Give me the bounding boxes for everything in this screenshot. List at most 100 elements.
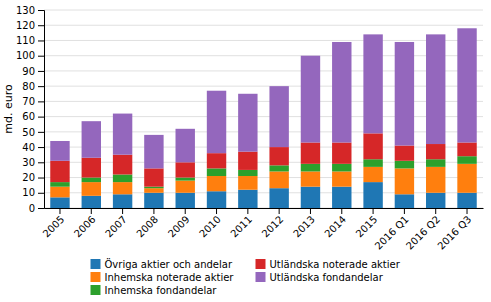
grid-line [44, 162, 483, 163]
bar [82, 196, 101, 208]
tick-mark [279, 208, 280, 214]
tick-mark [38, 56, 44, 57]
tick: 2007 [103, 208, 129, 239]
bar [426, 193, 445, 208]
tick-mark [38, 162, 44, 163]
bar [269, 171, 288, 188]
bar [457, 164, 476, 193]
legend-swatch [91, 285, 101, 295]
tick: 2012 [260, 208, 286, 239]
bar [144, 135, 163, 169]
tick-label: 40 [22, 142, 35, 153]
bar [457, 156, 476, 164]
bar [426, 159, 445, 167]
bar [50, 187, 69, 198]
tick: 2016 Q3 [435, 208, 473, 252]
tick-mark [435, 208, 436, 214]
tick: 2014 [322, 208, 348, 239]
tick-mark [153, 208, 154, 214]
bar [50, 182, 69, 187]
bar [207, 168, 226, 176]
tick-mark [467, 208, 468, 214]
tick-mark [185, 208, 186, 214]
tick-label: 2010 [197, 214, 223, 240]
tick: 80 [22, 81, 44, 92]
tick-label: 2013 [291, 214, 317, 240]
tick: 70 [22, 96, 44, 107]
tick-mark [38, 208, 44, 209]
bar [238, 170, 257, 176]
tick: 2008 [134, 208, 160, 239]
bar [426, 34, 445, 144]
tick: 2005 [41, 208, 67, 239]
tick-label: 70 [22, 96, 35, 107]
tick-mark [122, 208, 123, 214]
legend-item: Inhemska noterade aktier [91, 272, 235, 283]
tick: 10 [22, 187, 44, 198]
bar [144, 193, 163, 208]
bar [113, 174, 132, 182]
tick-mark [38, 101, 44, 102]
legend-item: Utländska fondandelar [256, 272, 384, 283]
tick-mark [310, 208, 311, 214]
tick-label: 100 [16, 50, 35, 61]
legend-label: Utländska noterade aktier [270, 259, 401, 270]
tick: 2011 [228, 208, 254, 239]
tick-mark [38, 193, 44, 194]
tick: 2010 [197, 208, 223, 239]
tick-label: 2011 [228, 214, 254, 240]
bar [395, 42, 414, 146]
bar [301, 171, 320, 186]
tick-mark [38, 40, 44, 41]
tick-label: 2012 [260, 214, 286, 240]
y-axis-title: md. euro [2, 84, 15, 134]
bar [113, 182, 132, 194]
tick-label: 110 [16, 35, 35, 46]
bar [269, 147, 288, 165]
bar [332, 42, 351, 143]
bar [363, 159, 382, 167]
bar [269, 86, 288, 147]
bar [50, 141, 69, 161]
bar [395, 194, 414, 208]
bar [301, 164, 320, 172]
bars [50, 28, 476, 208]
grid-line [44, 147, 483, 148]
tick-mark [59, 208, 60, 214]
bar [301, 143, 320, 164]
bar [82, 178, 101, 183]
bar [457, 193, 476, 208]
bar [332, 171, 351, 186]
bar [207, 176, 226, 191]
tick: 130 [16, 5, 44, 16]
tick-mark [404, 208, 405, 214]
bar [176, 162, 195, 177]
grid-line [44, 86, 483, 87]
bar [332, 187, 351, 208]
bar [363, 34, 382, 133]
bar [395, 168, 414, 194]
grid-line [44, 177, 483, 178]
grid-line [44, 10, 483, 11]
tick: 2015 [354, 208, 380, 239]
bar [395, 146, 414, 161]
tick-mark [38, 71, 44, 72]
grid-line [44, 192, 483, 193]
tick-label: 2014 [322, 214, 348, 240]
tick-label: 80 [22, 81, 35, 92]
tick-mark [38, 117, 44, 118]
tick: 2009 [166, 208, 192, 239]
tick: 40 [22, 142, 44, 153]
tick: 0 [29, 203, 44, 214]
bar [238, 190, 257, 208]
bar [301, 187, 320, 208]
bar [144, 187, 163, 189]
axis-domain [38, 11, 45, 209]
tick: 20 [22, 172, 44, 183]
bar [176, 178, 195, 181]
bar [207, 191, 226, 208]
tick-mark [38, 178, 44, 179]
bar [238, 94, 257, 152]
tick-label: 2007 [103, 214, 129, 240]
legend-swatch [256, 259, 266, 269]
